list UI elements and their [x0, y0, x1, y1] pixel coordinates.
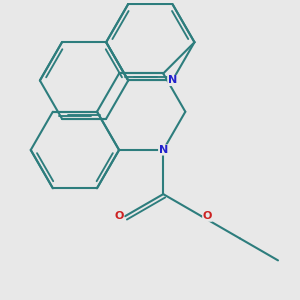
Text: N: N — [159, 145, 168, 155]
Text: N: N — [168, 76, 177, 85]
Text: O: O — [203, 211, 212, 221]
Text: O: O — [114, 211, 124, 221]
